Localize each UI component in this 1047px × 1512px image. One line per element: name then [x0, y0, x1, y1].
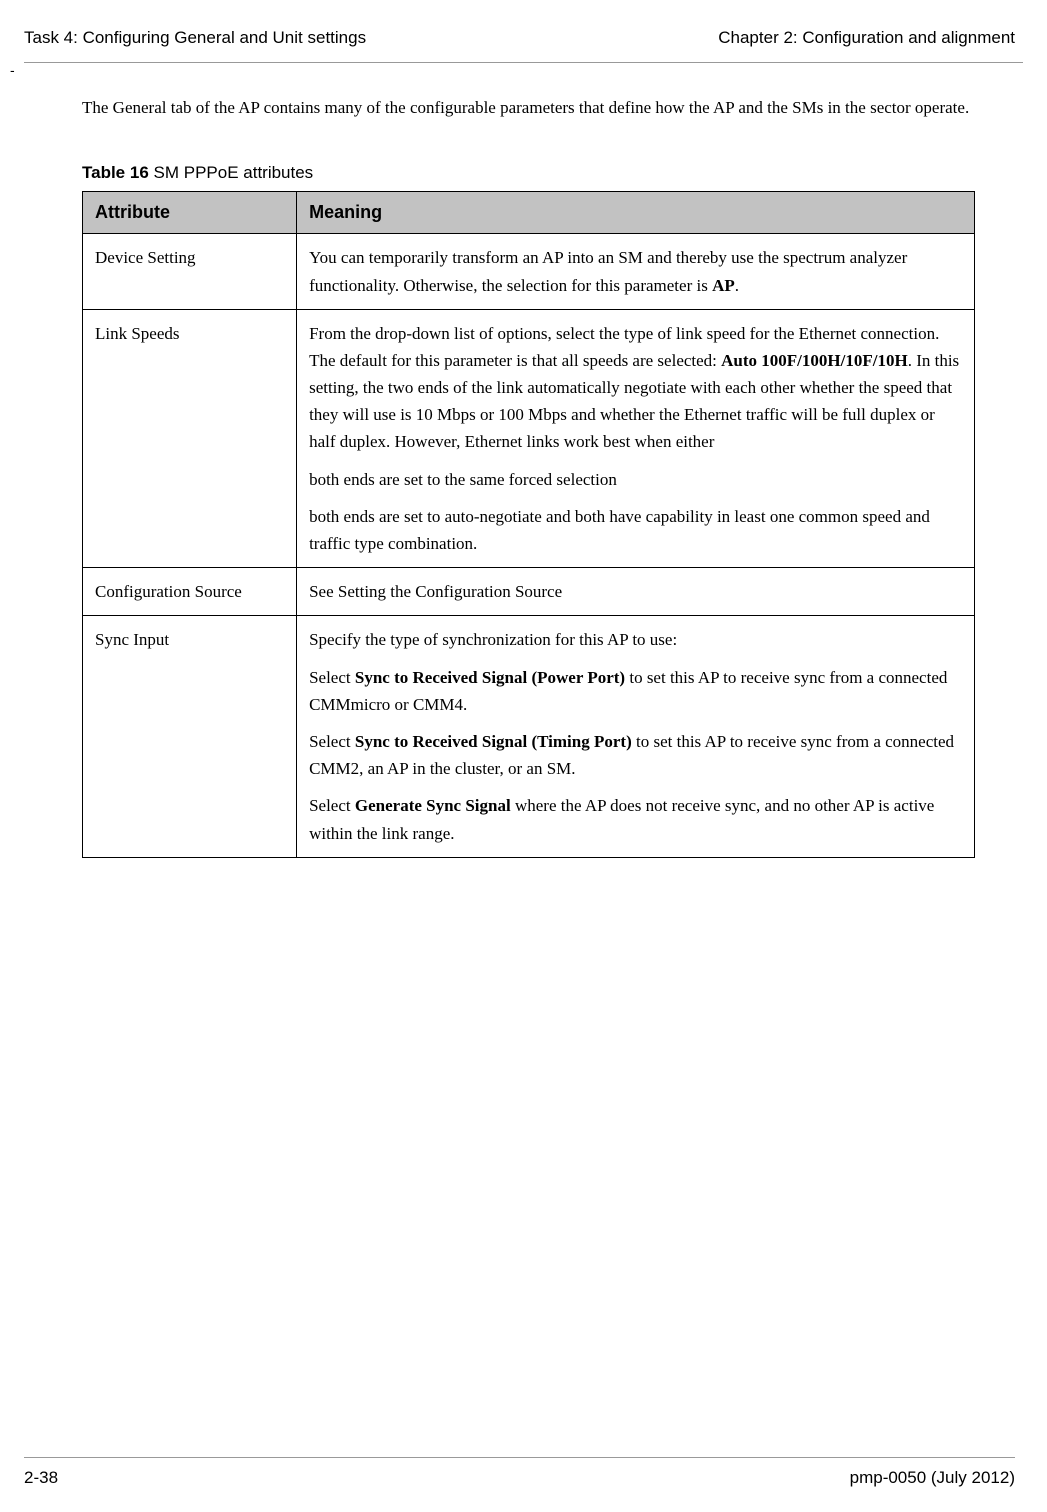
text-run: .	[735, 276, 739, 295]
bold-run: Sync to Received Signal (Timing Port)	[355, 732, 632, 751]
cell-attribute: Sync Input	[83, 616, 297, 857]
page-content: The General tab of the AP contains many …	[0, 63, 1047, 858]
bold-run: AP	[712, 276, 735, 295]
text-run: Select	[309, 732, 355, 751]
footer-row: 2-38 pmp-0050 (July 2012)	[24, 1468, 1015, 1488]
text-run: Select	[309, 796, 355, 815]
table-header-row: Attribute Meaning	[83, 192, 975, 234]
cell-attribute: Device Setting	[83, 234, 297, 309]
cell-attribute: Configuration Source	[83, 568, 297, 616]
footer-doc-id: pmp-0050 (July 2012)	[850, 1468, 1015, 1488]
cell-meaning: From the drop-down list of options, sele…	[297, 309, 975, 568]
cell-paragraph: Select Sync to Received Signal (Power Po…	[309, 664, 962, 718]
cell-paragraph: both ends are set to auto-negotiate and …	[309, 503, 962, 557]
cell-paragraph: Select Generate Sync Signal where the AP…	[309, 792, 962, 846]
attributes-table: Attribute Meaning Device Setting You can…	[82, 191, 975, 857]
cell-paragraph: From the drop-down list of options, sele…	[309, 320, 962, 456]
cell-meaning: Specify the type of synchronization for …	[297, 616, 975, 857]
footer-page-number: 2-38	[24, 1468, 58, 1488]
table-row: Link Speeds From the drop-down list of o…	[83, 309, 975, 568]
cell-meaning: See Setting the Configuration Source	[297, 568, 975, 616]
cell-paragraph: You can temporarily transform an AP into…	[309, 244, 962, 298]
page-header: Task 4: Configuring General and Unit set…	[0, 0, 1047, 62]
table-row: Configuration Source See Setting the Con…	[83, 568, 975, 616]
footer-divider	[24, 1457, 1015, 1458]
stray-dash: -	[10, 62, 15, 78]
table-row: Device Setting You can temporarily trans…	[83, 234, 975, 309]
cell-paragraph: Specify the type of synchronization for …	[309, 626, 962, 653]
page-footer: 2-38 pmp-0050 (July 2012)	[0, 1457, 1047, 1488]
table-caption: Table 16 SM PPPoE attributes	[82, 163, 975, 183]
col-header-meaning: Meaning	[297, 192, 975, 234]
bold-run: Auto 100F/100H/10F/10H	[721, 351, 908, 370]
header-left: Task 4: Configuring General and Unit set…	[24, 28, 366, 48]
cell-paragraph: both ends are set to the same forced sel…	[309, 466, 962, 493]
cell-paragraph: See Setting the Configuration Source	[309, 578, 962, 605]
text-run: Select	[309, 668, 355, 687]
table-caption-text: SM PPPoE attributes	[149, 163, 313, 182]
text-run: You can temporarily transform an AP into…	[309, 248, 907, 294]
intro-paragraph: The General tab of the AP contains many …	[82, 95, 975, 121]
table-row: Sync Input Specify the type of synchroni…	[83, 616, 975, 857]
cell-attribute: Link Speeds	[83, 309, 297, 568]
cell-paragraph: Select Sync to Received Signal (Timing P…	[309, 728, 962, 782]
col-header-attribute: Attribute	[83, 192, 297, 234]
bold-run: Generate Sync Signal	[355, 796, 511, 815]
table-caption-label: Table 16	[82, 163, 149, 182]
header-right: Chapter 2: Configuration and alignment	[718, 28, 1015, 48]
bold-run: Sync to Received Signal (Power Port)	[355, 668, 625, 687]
cell-meaning: You can temporarily transform an AP into…	[297, 234, 975, 309]
